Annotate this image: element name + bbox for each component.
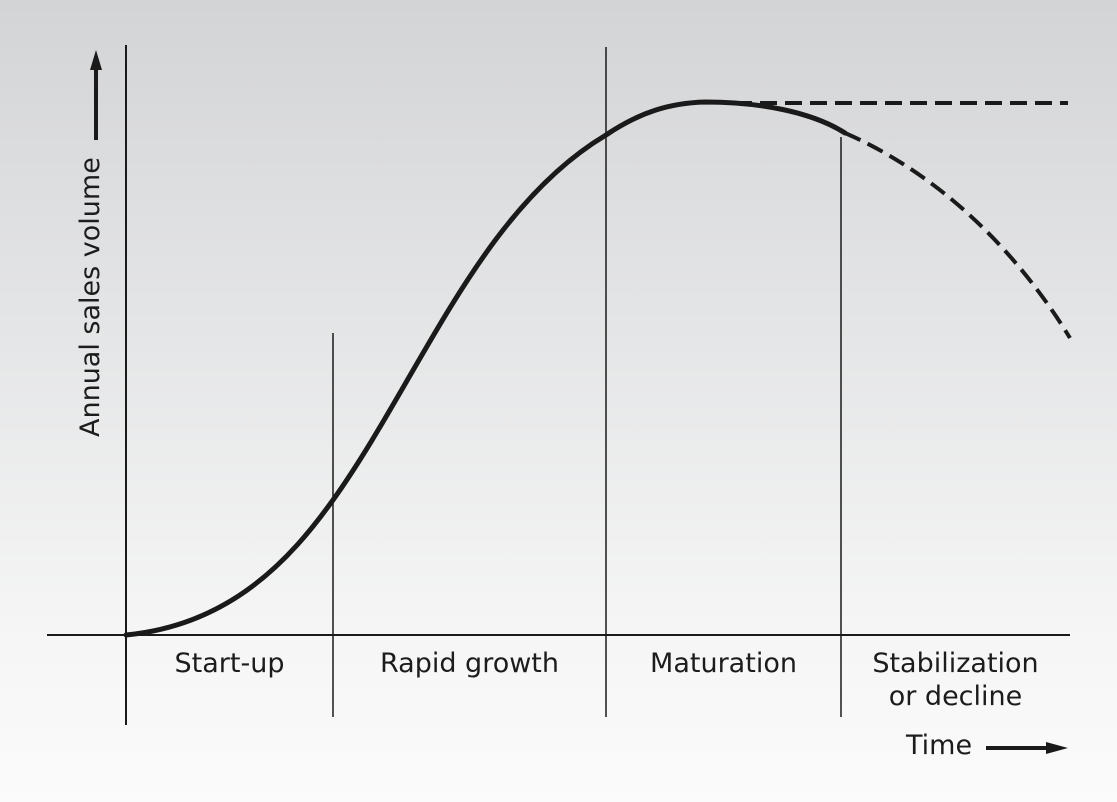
stage-label-stabilization-line2: or decline [888, 681, 1023, 712]
stage-label-rapid-growth: Rapid growth [379, 648, 560, 679]
stage-label-maturation: Maturation [650, 648, 797, 679]
decline-branch [844, 131, 1072, 340]
x-axis-label: Time [906, 730, 973, 761]
stage-label-stabilization-line1: Stabilization [872, 648, 1039, 679]
y-arrow-head-icon [90, 50, 102, 70]
y-axis-label: Annual sales volume [75, 157, 106, 437]
stage-label-stabilization: Stabilization or decline [841, 647, 1070, 713]
sales-curve [123, 99, 848, 638]
x-arrow-head-icon [1046, 742, 1068, 754]
stage-label-startup: Start-up [174, 648, 285, 679]
